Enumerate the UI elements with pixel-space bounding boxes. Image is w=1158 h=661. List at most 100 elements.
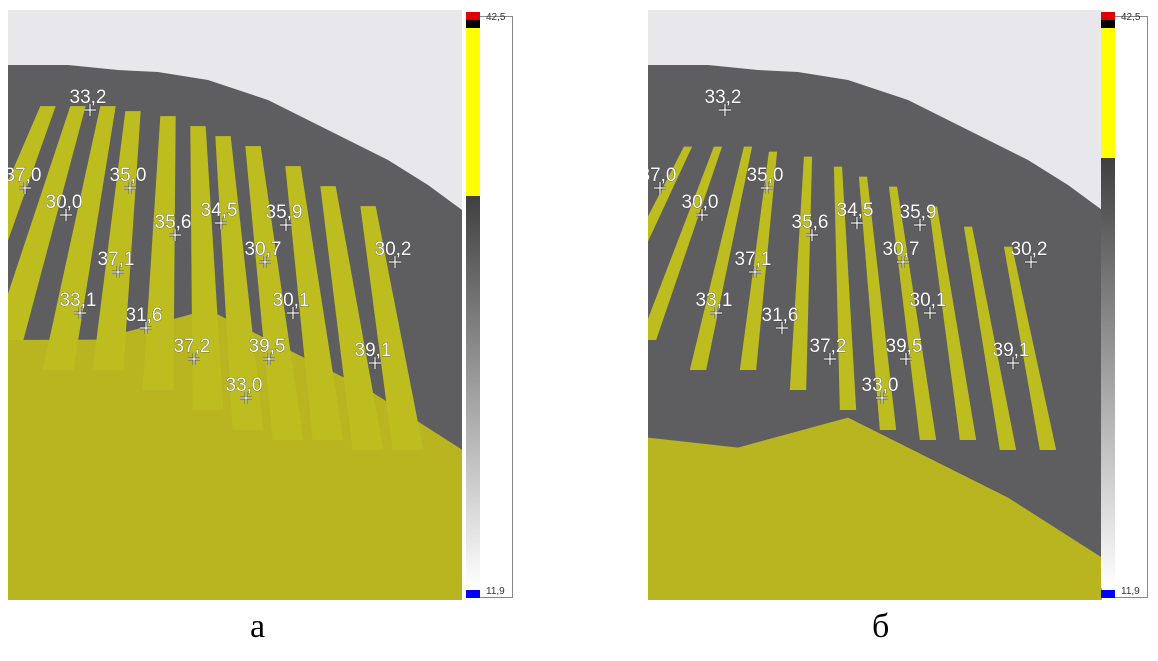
measurement-marker [924, 307, 936, 319]
measurement-marker [824, 353, 836, 365]
temperature-label: 30,0 [46, 192, 83, 213]
measurement-marker [696, 209, 708, 221]
hot-stripe [963, 226, 1017, 450]
hot-stripe [858, 176, 897, 430]
hot-stripe [689, 146, 753, 370]
hot-stripe [142, 116, 176, 390]
color-scale-b [1101, 12, 1115, 598]
temperature-label: 33,1 [60, 290, 97, 311]
thermogram-b: 33,2 37,0 35,0 30,0 35,6 34,5 35,9 30,7 30,2 37,1… [648, 10, 1102, 600]
measurement-marker [900, 353, 912, 365]
temperature-label: 34,5 [837, 200, 874, 221]
measurement-marker [851, 217, 863, 229]
scale-blue-a [466, 590, 480, 598]
measurement-marker [876, 392, 888, 404]
hot-stripe [789, 156, 813, 390]
temperature-label: 35,9 [266, 202, 303, 223]
measurement-marker [74, 307, 86, 319]
temperature-label: 30,7 [245, 239, 282, 260]
measurement-marker [19, 182, 31, 194]
scale-red-b [1101, 12, 1115, 20]
temperature-label: 39,5 [886, 336, 923, 357]
temperature-label: 34,5 [201, 200, 238, 221]
temperature-label: 35,6 [792, 212, 829, 233]
measurement-marker [60, 209, 72, 221]
measurement-marker [124, 182, 136, 194]
measurement-marker [1025, 256, 1037, 268]
scale-gray-a [466, 196, 480, 588]
temperature-label: 39,1 [355, 340, 392, 361]
temperature-label: 37,0 [8, 165, 41, 186]
temperature-label: 30,2 [1011, 239, 1048, 260]
temperature-label: 35,0 [110, 165, 147, 186]
measurement-marker [287, 307, 299, 319]
temperature-label: 30,1 [273, 290, 310, 311]
hot-stripe [92, 111, 141, 370]
scale-yellow-a [466, 28, 480, 196]
hot-stripe [360, 206, 424, 450]
scale-red-a [466, 12, 480, 20]
measurement-marker [761, 182, 773, 194]
hot-stripe [928, 206, 977, 440]
scale-frame-a [480, 16, 513, 598]
temperature-label: 35,6 [155, 212, 192, 233]
scale-min-label-a: 11,9 [486, 586, 505, 597]
hot-stripe [648, 146, 723, 340]
hot-stripe [833, 166, 857, 410]
hot-stripe [42, 106, 116, 370]
measurement-marker [263, 353, 275, 365]
temperature-label: 33,0 [862, 375, 899, 396]
temperature-label: 30,1 [910, 290, 947, 311]
thermogram-svg-a: 33,2 37,0 35,0 30,0 35,6 34,5 35,9 30,7 30,2 37,1… [8, 10, 462, 600]
temperature-label: 31,6 [126, 305, 163, 326]
scale-black-b [1101, 20, 1115, 28]
measurement-marker [897, 256, 909, 268]
temperature-label: 33,2 [705, 87, 742, 108]
hot-zone-base [648, 417, 1102, 600]
thermogram-svg-b: 33,2 37,0 35,0 30,0 35,6 34,5 35,9 30,7 30,2 37,1… [648, 10, 1102, 600]
measurement-marker [749, 266, 761, 278]
hot-stripe [888, 186, 937, 440]
temperature-label: 30,0 [682, 192, 719, 213]
measurement-marker [710, 307, 722, 319]
hot-stripe [739, 151, 778, 370]
measurement-marker [215, 217, 227, 229]
temperature-label: 30,2 [375, 239, 412, 260]
scale-yellow-b [1101, 28, 1115, 158]
hot-stripe [320, 186, 384, 450]
temperature-label: 30,7 [883, 239, 920, 260]
scale-gray-b [1101, 158, 1115, 588]
measurement-marker [654, 182, 666, 194]
temperature-label: 35,0 [747, 165, 784, 186]
scale-blue-b [1101, 590, 1115, 598]
measurement-marker [389, 256, 401, 268]
temperature-label: 37,2 [174, 336, 211, 357]
thermogram-image-a: 33,2 37,0 35,0 30,0 35,6 34,5 35,9 30,7 30,2 37,1… [8, 10, 462, 600]
measurement-marker [240, 392, 252, 404]
temperature-label: 39,5 [249, 336, 286, 357]
thermogram-a: 33,2 37,0 35,0 30,0 35,6 34,5 35,9 30,7 30,2 37,1… [8, 10, 462, 600]
scale-max-label-a: 42,5 [486, 12, 506, 23]
temperature-label: 37,1 [98, 249, 135, 270]
temperature-label: 33,1 [696, 290, 733, 311]
scale-max-label-b: 42,5 [1121, 12, 1141, 23]
hot-zones [8, 106, 462, 600]
temperature-label: 33,2 [70, 87, 107, 108]
hot-stripe [8, 106, 56, 241]
measurement-marker [369, 357, 381, 369]
temperature-label: 37,1 [735, 249, 772, 270]
measurement-marker [776, 322, 788, 334]
measurement-marker [806, 229, 818, 241]
measurement-marker [140, 322, 152, 334]
measurement-marker [259, 256, 271, 268]
hot-stripe [8, 106, 86, 340]
measurement-marker [84, 104, 96, 116]
measurement-marker [914, 219, 926, 231]
caption-b: б [872, 608, 890, 645]
hot-stripe [1003, 246, 1057, 450]
measurement-marker [169, 229, 181, 241]
measurement-marker [188, 353, 200, 365]
hot-stripe [285, 166, 344, 440]
caption-a: а [250, 608, 266, 645]
temperature-label: 31,6 [762, 305, 799, 326]
